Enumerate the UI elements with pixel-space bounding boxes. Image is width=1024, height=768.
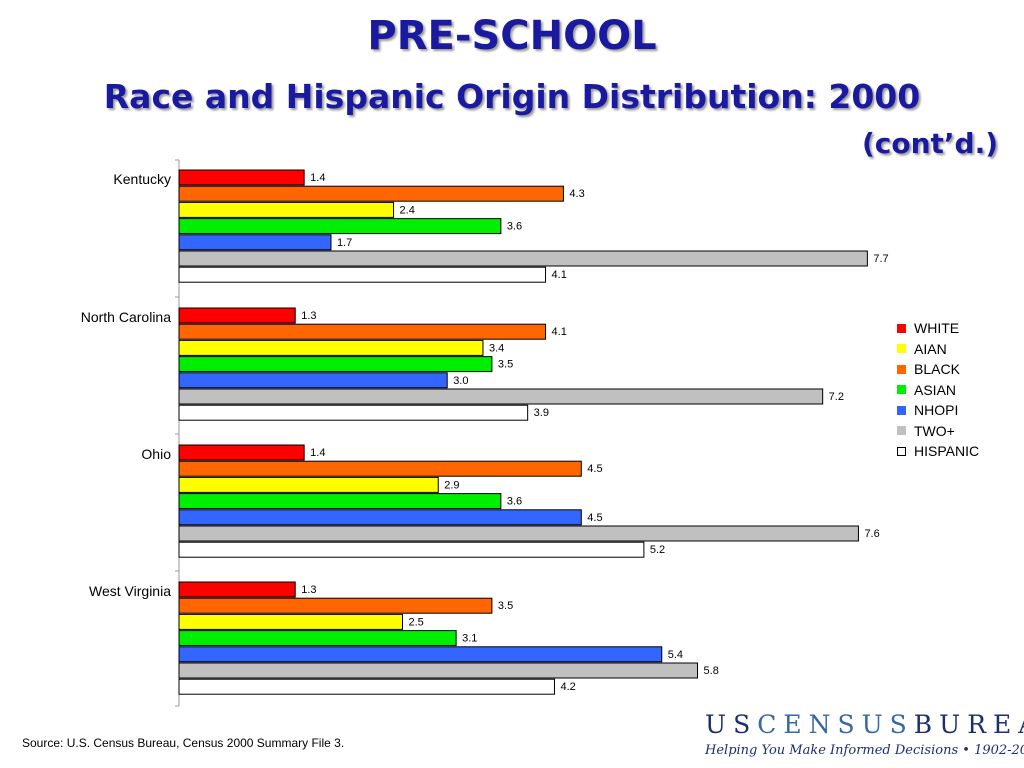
data-label: 4.2 xyxy=(560,681,575,693)
bar-asian xyxy=(178,630,457,647)
legend-swatch xyxy=(897,385,906,395)
data-label: 4.1 xyxy=(552,269,567,281)
bar-black xyxy=(178,597,493,614)
bar-black xyxy=(178,185,564,202)
source-note: Source: U.S. Census Bureau, Census 2000 … xyxy=(22,736,345,750)
bar-hispanic xyxy=(178,266,547,283)
data-label: 3.1 xyxy=(462,633,477,645)
legend-item: WHITE xyxy=(897,318,979,339)
data-label: 2.9 xyxy=(444,479,459,491)
data-label: 1.7 xyxy=(337,237,352,249)
bar-white xyxy=(178,169,305,186)
bar-nhopi xyxy=(178,372,448,389)
legend-item: BLACK xyxy=(897,359,979,380)
legend-label: AIAN xyxy=(914,340,947,357)
legend-item: ASIAN xyxy=(897,380,979,401)
data-label: 3.4 xyxy=(489,342,504,354)
data-label: 3.5 xyxy=(498,600,513,612)
legend-swatch xyxy=(897,323,906,333)
category-label: West Virginia xyxy=(89,583,171,599)
census-bureau-logo: USCENSUSBUREAU Helping You Make Informed… xyxy=(705,710,1024,758)
bar-hispanic xyxy=(178,541,645,558)
logo-word-segment: BUREAU xyxy=(913,710,1024,739)
data-label: 5.4 xyxy=(668,649,683,661)
category-label: Kentucky xyxy=(113,171,171,187)
data-label: 5.8 xyxy=(704,665,719,677)
data-label: 3.5 xyxy=(498,359,513,371)
bar-hispanic xyxy=(178,678,555,695)
bar-asian xyxy=(178,356,493,373)
data-label: 2.5 xyxy=(409,616,424,628)
data-label: 1.3 xyxy=(301,310,316,322)
bar-aian xyxy=(178,476,439,493)
data-label: 4.3 xyxy=(569,188,584,200)
data-label: 1.3 xyxy=(301,584,316,596)
data-label: 7.2 xyxy=(829,391,844,403)
bar-hispanic xyxy=(178,404,529,421)
bar-aian xyxy=(178,339,484,356)
legend-item: AIAN xyxy=(897,339,979,360)
bar-white xyxy=(178,444,305,461)
bar-white xyxy=(178,581,296,598)
data-label: 4.1 xyxy=(552,326,567,338)
data-label: 3.6 xyxy=(507,496,522,508)
legend-label: BLACK xyxy=(914,361,960,378)
slide-subtitle: Race and Hispanic Origin Distribution: 2… xyxy=(103,77,921,116)
logo-wordmark: USCENSUSBUREAU xyxy=(705,710,1024,739)
data-label: 1.4 xyxy=(310,172,325,184)
data-label: 4.5 xyxy=(587,463,602,475)
logo-tagline: Helping You Make Informed Decisions • 19… xyxy=(705,743,1024,758)
data-label: 3.6 xyxy=(507,221,522,233)
bar-nhopi xyxy=(178,509,582,526)
legend-label: HISPANIC xyxy=(914,443,980,460)
bar-aian xyxy=(178,201,395,218)
chart-legend: WHITE AIAN BLACK ASIAN NHOPI TWO+ HISPANIC xyxy=(897,318,979,462)
data-label: 3.9 xyxy=(534,407,549,419)
bar-two-plus xyxy=(178,388,824,405)
slide-title: PRE-SCHOOL xyxy=(367,13,657,59)
bar-two-plus xyxy=(178,662,699,679)
logo-word-segment: CENSUS xyxy=(757,710,914,739)
legend-label: TWO+ xyxy=(914,422,955,439)
data-label: 2.4 xyxy=(400,204,415,216)
legend-swatch xyxy=(897,426,906,436)
legend-label: ASIAN xyxy=(914,381,957,398)
category-label: North Carolina xyxy=(81,309,171,325)
data-label: 5.2 xyxy=(650,544,665,556)
bar-two-plus xyxy=(178,525,859,542)
legend-swatch xyxy=(897,405,906,415)
data-label: 1.4 xyxy=(310,447,325,459)
bar-black xyxy=(178,460,582,477)
bar-aian xyxy=(178,613,403,630)
data-label: 4.5 xyxy=(587,512,602,524)
logo-word-segment: US xyxy=(705,710,758,739)
legend-item: NHOPI xyxy=(897,400,979,421)
bar-two-plus xyxy=(178,250,868,267)
legend-swatch xyxy=(897,446,906,456)
bar-asian xyxy=(178,493,502,510)
bar-black xyxy=(178,323,547,340)
legend-swatch xyxy=(897,344,906,354)
slide-subtitle-continued: (cont’d.) xyxy=(861,127,998,160)
bar-nhopi xyxy=(178,646,663,663)
bar-nhopi xyxy=(178,234,332,251)
data-label: 3.0 xyxy=(453,375,468,387)
legend-label: WHITE xyxy=(914,320,960,337)
category-label: Ohio xyxy=(141,446,171,462)
data-label: 7.7 xyxy=(873,253,888,265)
bar-asian xyxy=(178,218,502,235)
legend-swatch xyxy=(897,364,906,374)
bar-white xyxy=(178,307,296,324)
legend-item: HISPANIC xyxy=(897,441,979,462)
legend-item: TWO+ xyxy=(897,421,979,442)
data-label: 7.6 xyxy=(864,528,879,540)
legend-label: NHOPI xyxy=(914,402,959,419)
